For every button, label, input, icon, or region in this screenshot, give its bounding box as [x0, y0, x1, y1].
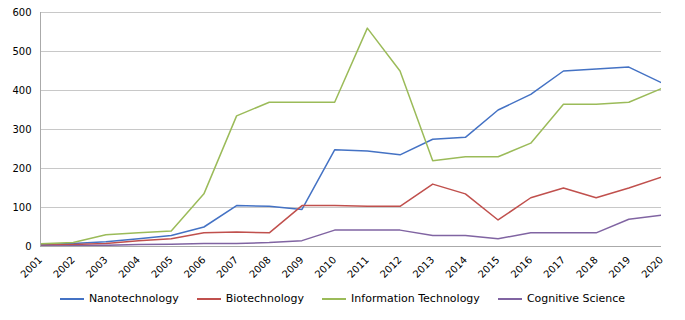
- svg-text:500: 500: [12, 46, 31, 57]
- svg-text:2012: 2012: [378, 254, 404, 280]
- svg-text:2019: 2019: [607, 254, 633, 280]
- html-text:Cognitive Science: Cognitive Science: [526, 292, 626, 305]
- svg-text:2013: 2013: [411, 254, 437, 280]
- svg-text:300: 300: [12, 124, 31, 135]
- svg-text:2018: 2018: [574, 254, 600, 280]
- svg-text:2011: 2011: [345, 254, 371, 280]
- svg-text:2003: 2003: [84, 254, 110, 280]
- svg-text:2008: 2008: [247, 254, 273, 280]
- svg-text:0: 0: [25, 241, 31, 252]
- svg-text:400: 400: [12, 85, 31, 96]
- svg-text:2006: 2006: [182, 254, 208, 280]
- html-text:Nanotechnology: Nanotechnology: [88, 292, 179, 305]
- svg-text:2004: 2004: [116, 254, 142, 280]
- svg-text:2009: 2009: [280, 254, 306, 280]
- html-text:Information Technology: Information Technology: [351, 292, 480, 305]
- svg-text:2017: 2017: [541, 254, 567, 280]
- svg-text:600: 600: [12, 7, 31, 18]
- svg-text:200: 200: [12, 163, 31, 174]
- svg-text:2007: 2007: [215, 254, 241, 280]
- svg-text:2001: 2001: [18, 254, 44, 280]
- svg-text:2002: 2002: [51, 254, 77, 280]
- svg-text:2014: 2014: [443, 254, 469, 280]
- svg-text:2016: 2016: [509, 254, 535, 280]
- svg-text:2005: 2005: [149, 254, 175, 280]
- svg-text:2010: 2010: [313, 254, 339, 280]
- svg-text:2020: 2020: [639, 254, 665, 280]
- svg-text:2015: 2015: [476, 254, 502, 280]
- svg-text:100: 100: [12, 202, 31, 213]
- html-text:Biotechnology: Biotechnology: [225, 292, 305, 305]
